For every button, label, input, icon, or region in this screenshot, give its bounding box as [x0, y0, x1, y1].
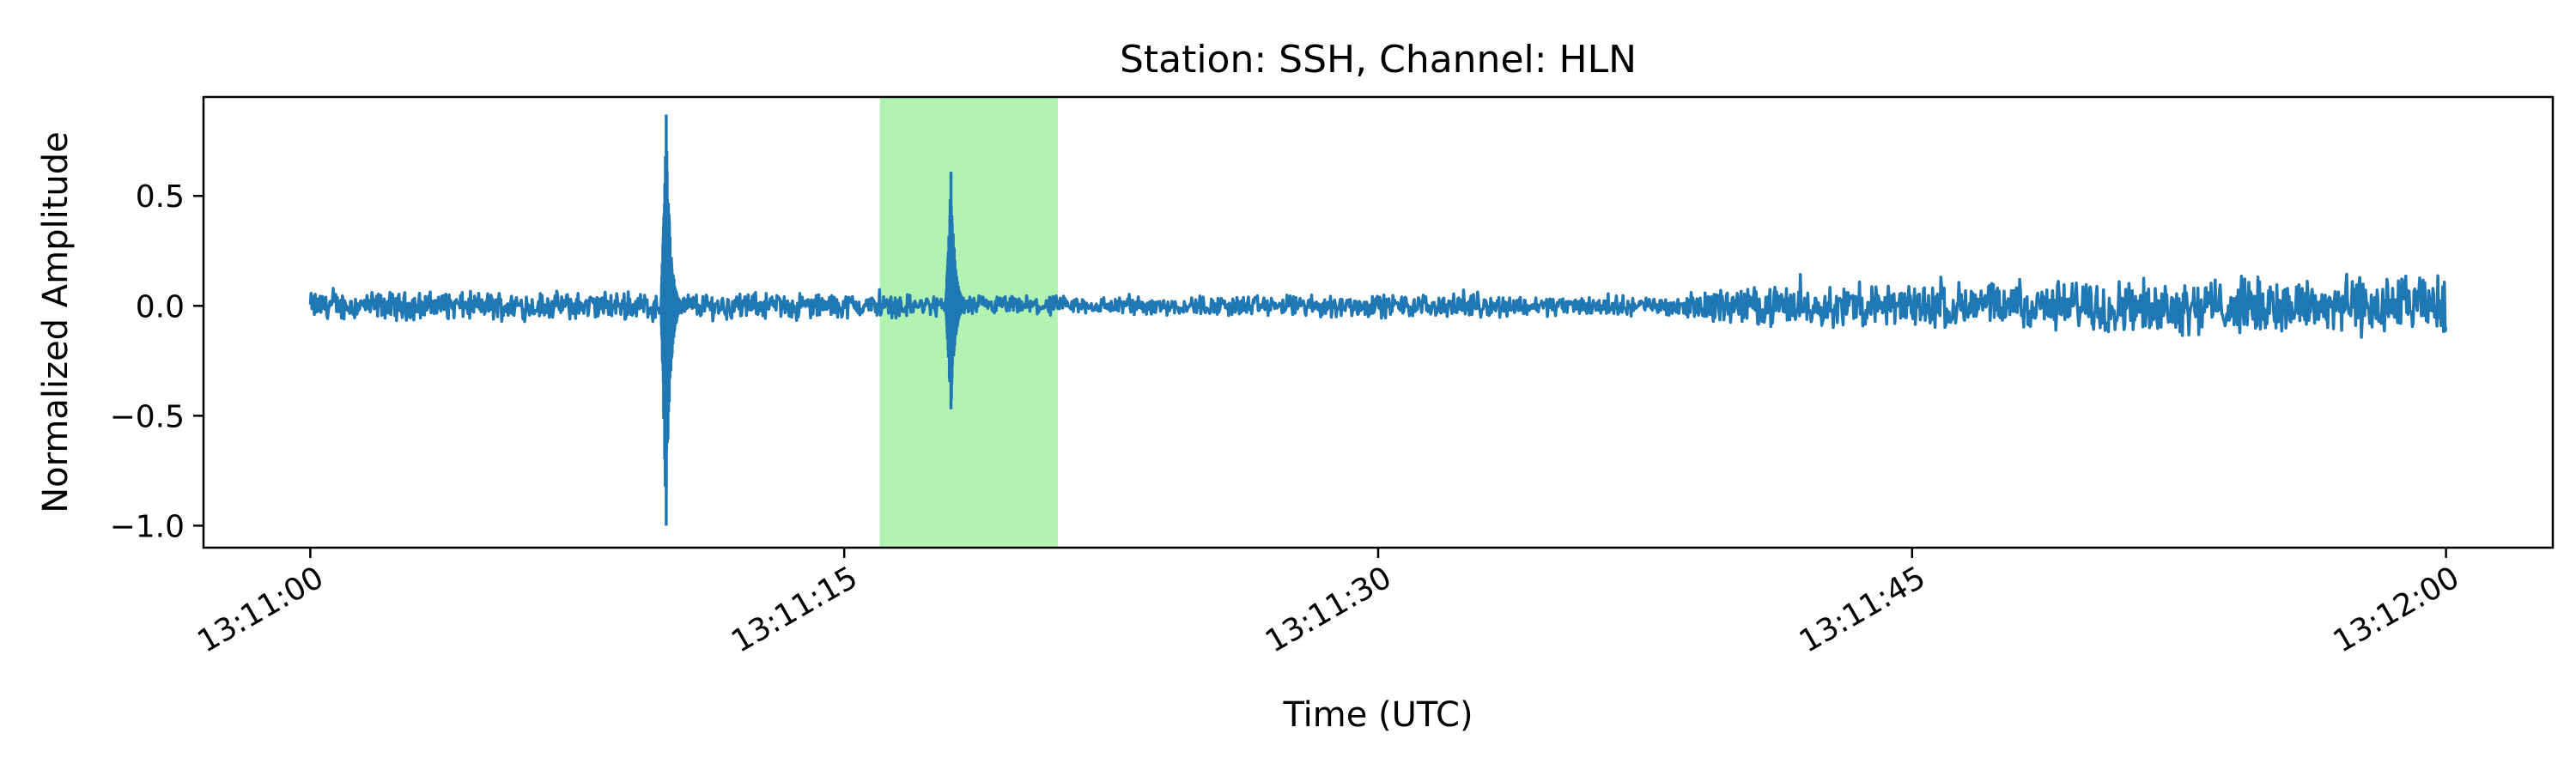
y-axis-label: Normalized Amplitude [36, 131, 76, 513]
y-tick-label: 0.0 [136, 289, 185, 324]
waveform-trace [308, 272, 2448, 339]
x-tick-label: 13:11:45 [1794, 560, 1932, 659]
event-burst-1 [659, 114, 683, 526]
event-burst-2 [944, 172, 967, 409]
x-tick-label: 13:12:00 [2328, 560, 2466, 659]
y-tick-label: 0.5 [136, 179, 185, 215]
y-tick-label: −1.0 [110, 509, 185, 544]
x-tick-label: 13:11:30 [1260, 560, 1398, 659]
highlight-window [879, 97, 1058, 548]
x-tick-label: 13:11:00 [191, 560, 330, 659]
x-axis-label: Time (UTC) [1282, 695, 1473, 735]
y-tick-label: −0.5 [110, 399, 185, 434]
x-tick-label: 13:11:15 [726, 560, 864, 659]
chart-title: Station: SSH, Channel: HLN [1120, 38, 1637, 82]
